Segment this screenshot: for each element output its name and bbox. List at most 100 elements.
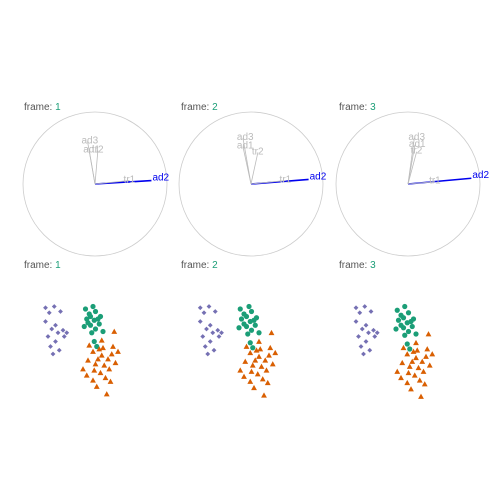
scatter-point [81,323,87,330]
scatter-point [259,376,266,382]
scatter-point [215,327,221,333]
frame-label: frame: [181,260,212,271]
scatter-point [115,348,121,354]
scatter-point [405,369,412,376]
scatter-point [89,330,95,336]
scatter-point [405,310,412,316]
scatter-point [86,342,93,348]
frame-number: 2 [212,102,218,113]
axes-panel: ad1 ad2 ad3 tr1 tr2 [335,111,489,257]
axes-panel: ad1 ad2 ad3 tr1 tr2 [178,111,327,257]
scatter-point [219,330,224,336]
axis-label-ad2: ad2 [152,173,169,184]
scatter-point [205,351,211,357]
axis-label-tr2: tr2 [252,146,264,157]
axis-label-ad1: ad1 [237,141,254,152]
scatter-point [429,351,436,357]
axis-label-tr2: tr2 [92,145,104,156]
scatter-point [404,341,410,347]
unit-circle [178,111,324,257]
axis-line-tr2 [407,151,418,185]
scatter-point [204,326,209,332]
scatter-point [426,362,433,368]
scatter-point [372,334,378,339]
scatter-point [92,326,99,332]
scatter-point [55,330,61,336]
scatter-point [353,319,359,324]
axes-panel: ad1 ad2 ad3 tr1 tr2 [22,111,170,257]
scatter-point [58,309,63,314]
scatter-point [418,393,424,399]
scatter-point [247,349,254,356]
scatter-point [250,345,256,351]
scatter-point [361,351,366,357]
scatter-point [395,317,402,323]
scatter-point [257,346,264,352]
scatter-point [197,305,203,311]
scatter-point [112,359,119,366]
scatter-point [359,326,365,332]
axis-label-tr1: tr1 [124,175,136,186]
scatter-point [374,330,380,336]
scatter-panel-title: frame: 3 [339,260,376,271]
axis-label-ad3: ad3 [237,132,254,143]
scatter-point [356,334,361,339]
frame-label: frame: [24,260,55,271]
axis-label-ad2: ad2 [310,171,327,182]
unit-circle [335,111,481,257]
scatter-point [251,317,257,323]
scatter-point [362,304,368,309]
scatter-point [408,386,414,392]
scatter-point [94,343,100,350]
frame-number: 1 [55,260,61,271]
scatter-point [87,313,94,320]
scatter-point [398,374,404,381]
scatter-point [394,307,400,313]
axis-label-tr1: tr1 [280,175,292,186]
scatter-point [106,366,113,372]
scatter-point [53,339,58,344]
axis-line-tr1 [94,180,130,185]
scatter-point [413,354,419,361]
axis-label-ad1: ad1 [83,145,100,156]
scatter-point [100,328,106,335]
scatter-point [363,339,369,344]
scatter-point [95,356,101,362]
scatter-point [43,319,48,324]
scatter-point [400,315,407,321]
scatter-point [95,316,101,322]
scatter-point [212,309,218,314]
scatter-point [248,327,255,333]
scatter-point [110,343,116,349]
scatter-point [64,330,70,336]
scatter-point [414,347,421,353]
scatter-point [48,344,53,349]
scatter-panel-title: frame: 2 [181,260,218,271]
scatter-point [407,346,413,352]
axis-label-tr1: tr1 [429,176,441,187]
axis-label-ad3: ad3 [408,132,425,143]
scatter-panel [43,303,121,397]
scatter-point [258,363,265,369]
scatter-point [237,367,244,373]
scatter-point [423,353,429,359]
scatter-point [45,334,51,339]
scatter-point [102,374,109,381]
scatter-point [90,348,96,354]
scatter-point [49,326,55,332]
scatter-point [85,320,91,326]
scatter-point [53,322,58,328]
scatter-point [415,364,422,371]
scatter-point [96,346,103,352]
scatter-point [358,344,364,349]
scatter-point [409,358,416,364]
scatter-point [111,328,118,334]
frame-label: frame: [181,102,212,113]
scatter-point [93,383,100,389]
scatter-point [402,332,408,338]
scatter-point [400,344,407,351]
scatter-point [105,356,111,362]
frame-label: frame: [24,102,55,113]
scatter-point [256,338,262,344]
